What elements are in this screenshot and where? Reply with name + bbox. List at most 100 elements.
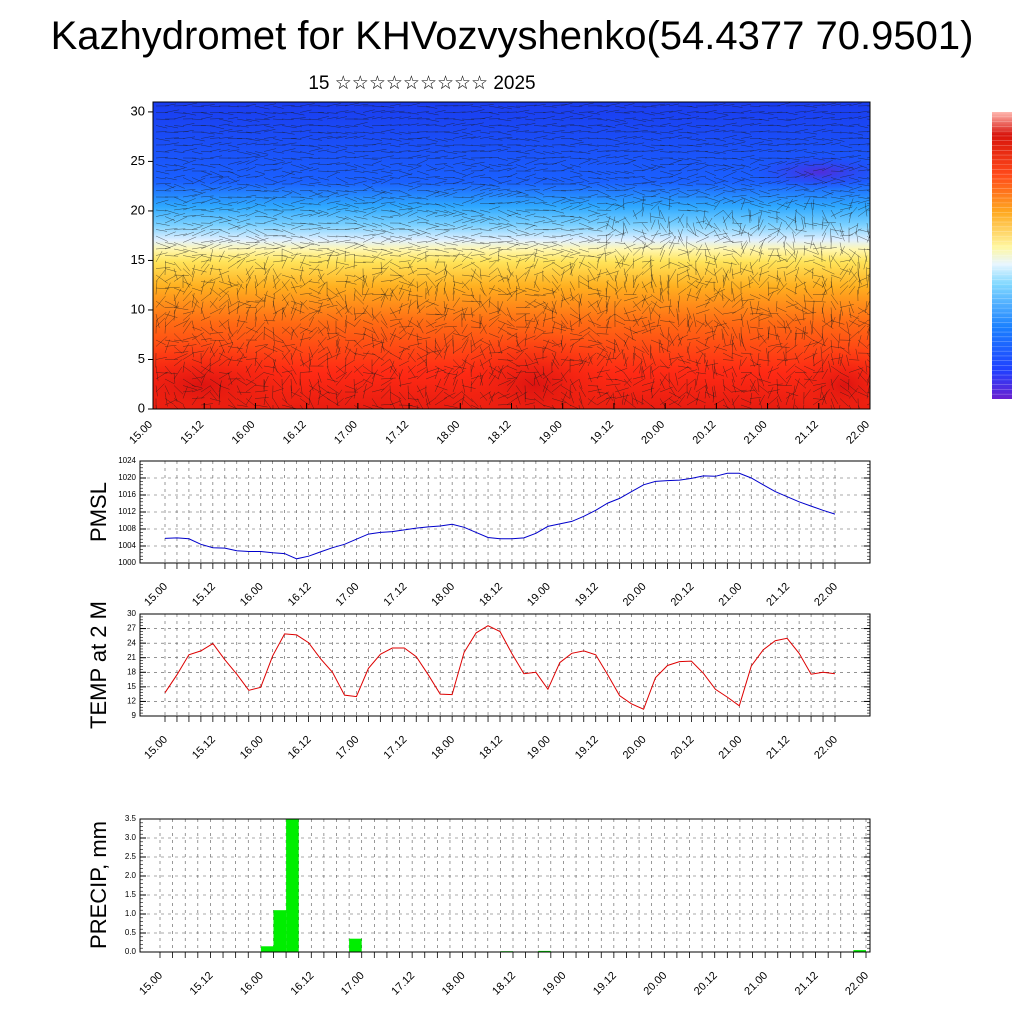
pressure-y-label: PMSL	[86, 482, 111, 542]
cross-section-y-tick-label: 20	[131, 202, 145, 217]
precip-x-tick-label: 17.00	[339, 970, 367, 998]
pressure-x-tick-label: 15.00	[142, 581, 170, 609]
cross-section-x-tick-label: 21.00	[742, 419, 770, 447]
precip-y-tick-label: 0.0	[125, 947, 137, 956]
precip-y-tick-label: 3.0	[125, 833, 137, 842]
temperature-x-tick-label: 17.00	[334, 734, 362, 762]
temperature-x-tick-label: 16.12	[286, 734, 314, 762]
precip-x-tick-label: 15.12	[188, 970, 216, 998]
precip-y-tick-label: 3.5	[125, 814, 137, 823]
temperature-x-tick-label: 16.00	[238, 734, 266, 762]
pressure-x-tick-label: 17.12	[381, 581, 409, 609]
pressure-grid	[140, 460, 870, 564]
cross-section-x-tick-label: 19.12	[588, 419, 616, 447]
precip-x-tick-label: 21.00	[742, 970, 770, 998]
precip-x-tick-label: 15.00	[137, 970, 165, 998]
cross-section-x-tick-label: 15.12	[178, 419, 206, 447]
temperature-y-tick-label: 18	[127, 667, 136, 676]
precip-y-label: PRECIP, mm	[86, 821, 111, 949]
precip-bar	[286, 819, 299, 952]
pressure-x-tick-label: 15.12	[190, 581, 218, 609]
temperature-x-tick-label: 18.12	[477, 734, 505, 762]
pressure-x-tick-label: 21.12	[764, 581, 792, 609]
warm-core	[785, 345, 870, 409]
precip-x-tick-label: 18.12	[490, 970, 518, 998]
temperature-grid	[140, 613, 870, 717]
wind-vectors	[155, 102, 870, 409]
temperature-x-tick-label: 20.12	[669, 734, 697, 762]
precip-x-tick-label: 19.00	[541, 970, 569, 998]
precip-grid	[140, 818, 870, 953]
pressure-x-tick-label: 20.00	[621, 581, 649, 609]
cross-section-x-tick-label: 21.12	[793, 419, 821, 447]
pressure-x-tick-label: 18.00	[429, 581, 457, 609]
pressure-y-tick-label: 1004	[118, 541, 136, 550]
temperature-x-tick-label: 19.12	[573, 734, 601, 762]
pressure-y-tick-label: 1024	[118, 456, 136, 465]
temperature-x-axis: 15.00 15.12 16.00 16.12 17.00 17.12 18.00 18.12…	[142, 716, 840, 762]
temperature-x-tick-label: 20.00	[621, 734, 649, 762]
temperature-panel: 9 12 15 18 21 24 27 30 15.00 15.12 16.00 16.12 17.0…	[86, 601, 871, 762]
cross-section-x-tick-label: 18.00	[434, 419, 462, 447]
pressure-x-tick-label: 22.00	[812, 581, 840, 609]
precip-bar	[349, 938, 362, 952]
cross-section-y-tick-label: 25	[131, 153, 145, 168]
precip-x-tick-label: 21.12	[793, 970, 821, 998]
temperature-x-tick-label: 21.12	[764, 734, 792, 762]
temperature-y-tick-label: 30	[127, 609, 136, 618]
cross-section-x-tick-label: 15.00	[127, 419, 155, 447]
temperature-x-tick-label: 22.00	[812, 734, 840, 762]
precip-y-tick-label: 0.5	[125, 928, 137, 937]
precip-y-tick-label: 2.0	[125, 871, 137, 880]
pressure-x-tick-label: 20.12	[669, 581, 697, 609]
pressure-y-axis: 1000 1004 1008 1012 1016 1020 1024	[118, 456, 870, 567]
precip-y-tick-label: 1.0	[125, 909, 137, 918]
pressure-x-tick-label: 19.00	[525, 581, 553, 609]
precip-bar	[538, 950, 551, 952]
temperature-y-axis: 9 12 15 18 21 24 27 30	[127, 609, 870, 720]
pressure-x-axis: 15.00 15.12 16.00 16.12 17.00 17.12 18.00 18.12…	[142, 563, 840, 609]
cross-section-x-tick-label: 16.12	[281, 419, 309, 447]
pressure-x-tick-label: 16.00	[238, 581, 266, 609]
colorbar	[992, 112, 1012, 399]
precip-bar	[273, 910, 287, 952]
temperature-series-line	[164, 625, 836, 710]
temperature-x-tick-label: 19.00	[525, 734, 553, 762]
precip-x-tick-label: 16.00	[238, 970, 266, 998]
pressure-x-tick-label: 17.00	[334, 581, 362, 609]
temperature-y-label: TEMP at 2 M	[86, 601, 111, 729]
pressure-y-tick-label: 1008	[118, 524, 136, 533]
precip-x-tick-label: 18.00	[440, 970, 468, 998]
cross-section-panel: 0 5 10 15 20 25 30 15.00 15.12 16.00 16.12 17.00 17…	[127, 101, 872, 447]
chart-subtitle: 15 ☆☆☆☆☆☆☆☆☆ 2025	[308, 73, 536, 94]
warm-core	[153, 340, 320, 409]
cross-section-y-axis: 0 5 10 15 20 25 30	[131, 103, 153, 415]
temperature-x-tick-label: 18.00	[429, 734, 457, 762]
cross-section-x-axis: 15.00 15.12 16.00 16.12 17.00 17.12 18.00 18.12…	[127, 403, 872, 447]
precip-y-axis: 0.0 0.5 1.0 1.5 2.0 2.5 3.0 3.5	[125, 814, 870, 956]
temperature-y-tick-label: 27	[127, 624, 136, 633]
cross-section-y-tick-label: 0	[138, 400, 145, 415]
temperature-y-tick-label: 21	[127, 653, 136, 662]
temperature-y-tick-label: 12	[127, 697, 136, 706]
pressure-series-line	[164, 472, 836, 560]
page-title: Kazhydromet for KHVozvyshenko(54.4377 70…	[50, 14, 974, 58]
temperature-x-tick-label: 15.00	[142, 734, 170, 762]
temperature-x-tick-label: 21.00	[716, 734, 744, 762]
precip-x-tick-label: 20.12	[692, 970, 720, 998]
cross-section-x-tick-label: 19.00	[537, 419, 565, 447]
cross-section-y-tick-label: 10	[131, 301, 145, 316]
temperature-x-tick-label: 17.12	[381, 734, 409, 762]
precip-y-tick-label: 2.5	[125, 852, 137, 861]
precip-x-tick-label: 19.12	[591, 970, 619, 998]
temperature-y-tick-label: 9	[132, 711, 137, 720]
pressure-y-tick-label: 1000	[118, 558, 136, 567]
cross-section-y-tick-label: 5	[138, 351, 145, 366]
pressure-y-tick-label: 1016	[118, 490, 136, 499]
precip-bar	[260, 946, 274, 952]
precip-x-tick-label: 17.12	[389, 970, 417, 998]
cross-section-x-tick-label: 20.00	[639, 419, 667, 447]
precip-panel: 0.0 0.5 1.0 1.5 2.0 2.5 3.0 3.5 15.00 15.12 16.00…	[86, 814, 871, 997]
